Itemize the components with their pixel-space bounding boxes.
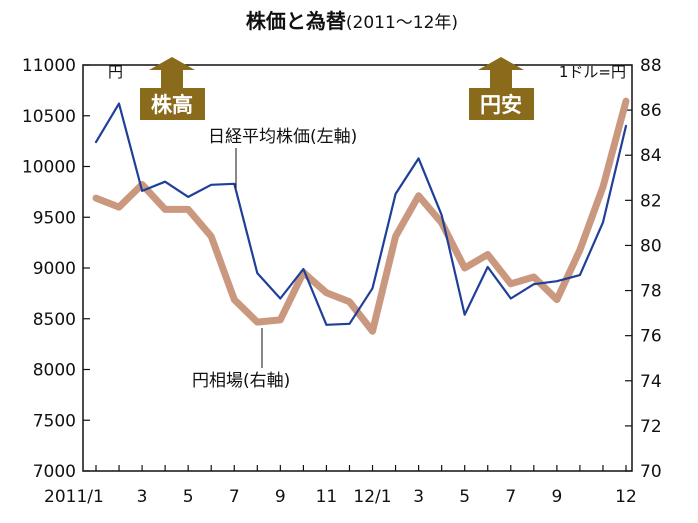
yenyasu-badge-box xyxy=(469,88,534,120)
series-layer xyxy=(92,97,630,335)
x-tick-label: 7 xyxy=(229,487,240,507)
left-tick-label: 9500 xyxy=(33,208,76,228)
left-tick-label: 8000 xyxy=(33,361,76,381)
yenyasu-badge: 円安 xyxy=(469,57,534,120)
x-tick-label: 12 xyxy=(615,487,637,507)
right-tick-label: 74 xyxy=(640,372,662,392)
x-tick-label: 11 xyxy=(316,487,338,507)
right-tick-label: 80 xyxy=(640,236,662,256)
left-tick-label: 7000 xyxy=(33,462,76,482)
x-tick-label: 7 xyxy=(505,487,516,507)
x-tick-label: 2011/1 xyxy=(44,487,104,507)
yen-callout-label: 円相場(右軸) xyxy=(192,371,290,391)
chart-title-sub: (2011～12年) xyxy=(346,13,458,33)
right-tick-label: 78 xyxy=(640,282,662,302)
x-tick-label: 9 xyxy=(275,487,286,507)
nikkei-callout-label: 日経平均株価(左軸) xyxy=(208,127,357,147)
x-tick-label: 5 xyxy=(183,487,194,507)
left-tick-label: 8500 xyxy=(33,310,76,330)
yenyasu-up-arrow-icon xyxy=(478,57,524,88)
plot-frame xyxy=(82,64,633,472)
left-tick-label: 10500 xyxy=(22,107,76,127)
right-axis-ticks: 70 72 74 76 78 80 82 84 86 88 xyxy=(625,56,662,482)
x-tick-label: 12/1 xyxy=(353,487,391,507)
right-axis-unit: 1ドル=円 xyxy=(559,63,626,81)
right-tick-label: 76 xyxy=(640,327,662,347)
x-tick-label: 9 xyxy=(551,487,562,507)
chart-title-main: 株価と為替 xyxy=(246,9,346,33)
left-tick-label: 10000 xyxy=(22,158,76,178)
nikkei-line xyxy=(94,102,628,326)
right-tick-label: 70 xyxy=(640,462,662,482)
left-axis-unit: 円 xyxy=(108,63,123,81)
right-tick-label: 84 xyxy=(640,146,662,166)
right-tick-label: 86 xyxy=(640,101,662,121)
kabudaka-badge: 株高 xyxy=(140,57,205,120)
x-tick-label: 3 xyxy=(413,487,424,507)
left-tick-label: 9000 xyxy=(33,259,76,279)
right-tick-label: 82 xyxy=(640,191,662,211)
right-tick-label: 88 xyxy=(640,56,662,76)
yenyasu-badge-label: 円安 xyxy=(480,93,522,117)
chart-title: 株価と為替(2011～12年) xyxy=(246,9,458,33)
yen-rate-line xyxy=(92,97,630,335)
kabudaka-up-arrow-icon xyxy=(149,57,195,88)
x-axis-ticks: 2011/1 3 5 7 9 11 12/1 3 5 7 9 12 xyxy=(44,465,637,507)
x-tick-label: 5 xyxy=(459,487,470,507)
kabudaka-badge-label: 株高 xyxy=(151,93,193,117)
left-tick-label: 7500 xyxy=(33,411,76,431)
left-tick-label: 11000 xyxy=(22,56,76,76)
left-axis-ticks: 7000 7500 8000 8500 9000 9500 10000 10500 11000 xyxy=(22,56,90,482)
right-tick-label: 72 xyxy=(640,417,662,437)
x-tick-label: 3 xyxy=(137,487,148,507)
kabudaka-badge-box xyxy=(140,88,205,120)
